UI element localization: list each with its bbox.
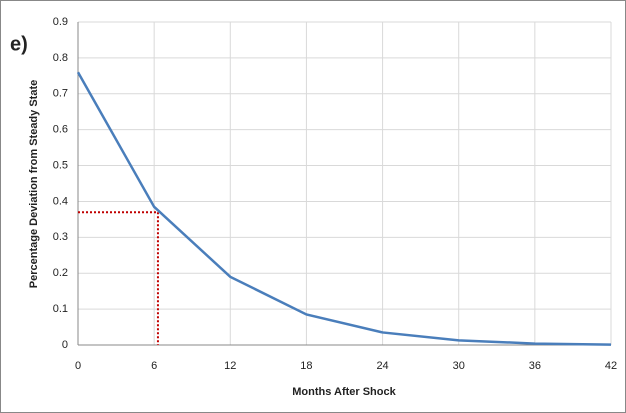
x-axis-title: Months After Shock [292,386,396,398]
data-line [76,71,612,346]
y-tick-label: 0.7 [53,88,68,100]
y-tick-label: 0.3 [53,231,68,243]
y-axis-title: Percentage Deviation from Steady State [28,80,40,288]
y-tick-label: 0.1 [53,303,68,315]
x-tick-label: 30 [453,360,465,372]
panel-label: e) [10,33,28,55]
y-tick-label: 0.9 [53,16,68,28]
x-tick-label: 0 [75,360,81,372]
x-tick-label: 24 [376,360,388,372]
y-tick-label: 0.6 [53,124,68,136]
x-tick-label: 36 [529,360,541,372]
y-tick-label: 0 [62,339,68,351]
y-tick-label: 0.2 [53,267,68,279]
y-tick-label: 0.8 [53,52,68,64]
y-tick-label: 0.4 [53,195,68,207]
x-tick-label: 6 [151,360,157,372]
x-tick-label: 12 [224,360,236,372]
x-tick-label: 18 [300,360,312,372]
y-tick-label: 0.5 [53,159,68,171]
x-tick-label: 42 [605,360,617,372]
